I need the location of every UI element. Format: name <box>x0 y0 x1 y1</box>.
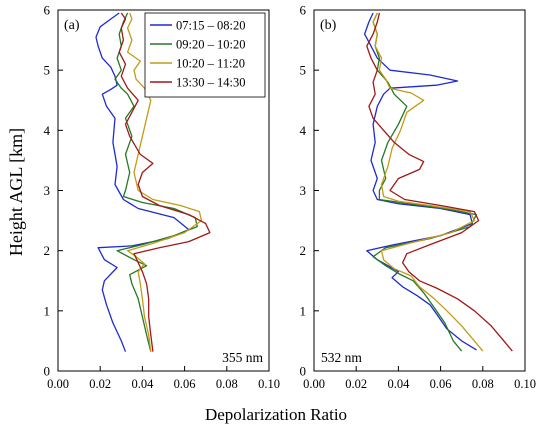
y-tick-label: 3 <box>300 183 307 198</box>
x-tick-label: 0.10 <box>258 377 280 391</box>
series-line-1 <box>363 12 477 351</box>
panel-b-532nm: 0.00 0.02 0.04 0.06 0.08 0.10 0 1 2 3 4 5 6 (b) 532 nm <box>300 3 536 392</box>
y-tick-label: 6 <box>44 3 51 18</box>
wavelength-annotation: 532 nm <box>321 350 362 365</box>
x-tick-label: 0.00 <box>303 377 325 391</box>
legend-box <box>144 12 266 98</box>
y-axis-label: Height AGL [km] <box>6 128 26 256</box>
x-axis-label: Depolarization Ratio <box>205 405 347 424</box>
x-tick-label: 0.08 <box>472 377 494 391</box>
y-tick-label: 2 <box>44 243 51 258</box>
series-line-1 <box>95 12 190 352</box>
y-tick-label: 1 <box>300 303 307 318</box>
y-tick-label: 3 <box>44 183 51 198</box>
x-tick-label: 0.00 <box>47 377 69 391</box>
legend: 07:15 – 08:20 09:20 – 10:20 10:20 – 11:20 1… <box>144 12 266 98</box>
x-tick-label: 0.06 <box>430 377 452 391</box>
x-tick-label: 0.08 <box>216 377 238 391</box>
y-tick-label: 4 <box>44 123 51 138</box>
legend-entry-1: 07:15 – 08:20 <box>176 19 245 33</box>
y-tick-label: 5 <box>300 63 307 78</box>
panel-label: (b) <box>320 18 337 33</box>
x-tick-label: 0.04 <box>131 377 154 391</box>
legend-entry-3: 10:20 – 11:20 <box>176 57 245 71</box>
series-line-3 <box>126 12 203 352</box>
y-tick-label: 4 <box>300 123 307 138</box>
panel-a-355nm: 0.00 0.02 0.04 0.06 0.08 0.10 0 1 2 3 4 5 6 (a) 355 nm… <box>44 3 280 392</box>
y-tick-label: 1 <box>44 303 51 318</box>
series-line-2 <box>372 12 478 352</box>
series-line-4 <box>366 12 513 352</box>
y-tick-label: 5 <box>44 63 51 78</box>
legend-entry-2: 09:20 – 10:20 <box>176 38 245 52</box>
wavelength-annotation: 355 nm <box>222 350 263 365</box>
x-tick-label: 0.04 <box>387 377 410 391</box>
y-tick-label: 0 <box>44 364 51 379</box>
series-line-3 <box>372 12 484 352</box>
legend-entry-4: 13:30 – 14:30 <box>176 76 245 90</box>
y-tick-label: 2 <box>300 243 307 258</box>
series-line-2 <box>114 12 198 352</box>
x-tick-label: 0.02 <box>345 377 367 391</box>
x-tick-label: 0.06 <box>174 377 196 391</box>
x-tick-label: 0.02 <box>89 377 111 391</box>
series-line-4 <box>118 12 211 352</box>
plot-frame <box>313 9 526 372</box>
panel-label: (a) <box>64 18 80 33</box>
y-tick-label: 6 <box>300 3 307 18</box>
y-tick-label: 0 <box>300 364 307 379</box>
x-tick-label: 0.10 <box>514 377 536 391</box>
